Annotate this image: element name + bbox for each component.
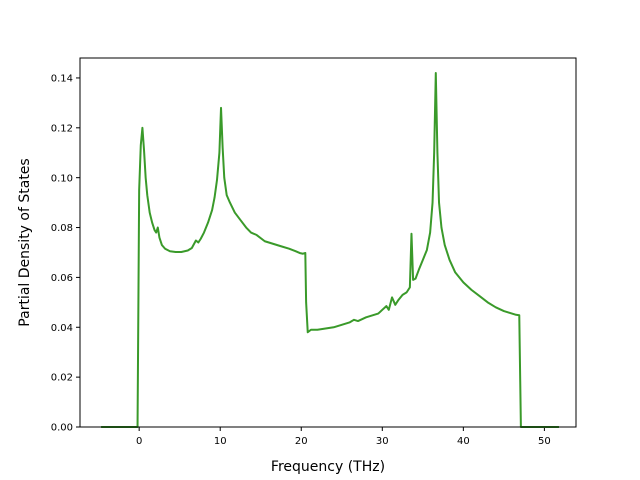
series-line-0 bbox=[101, 71, 559, 428]
x-tick-label: 30 bbox=[376, 436, 389, 447]
x-tick-label: 20 bbox=[295, 436, 308, 447]
y-tick-label: 0.00 bbox=[51, 423, 73, 434]
x-tick-label: 40 bbox=[457, 436, 470, 447]
series-layer bbox=[101, 71, 559, 428]
x-tick-label: 0 bbox=[136, 436, 142, 447]
x-axis-ticks: 0 10 20 30 40 50 bbox=[136, 427, 551, 447]
y-tick-label: 0.14 bbox=[51, 74, 73, 85]
y-tick-label: 0.02 bbox=[51, 373, 73, 384]
y-tick-label: 0.12 bbox=[51, 123, 73, 134]
plot-area-background bbox=[80, 58, 576, 427]
y-tick-label: 0.10 bbox=[51, 173, 73, 184]
y-axis-title: Partial Density of States bbox=[17, 158, 33, 326]
y-tick-label: 0.08 bbox=[51, 223, 73, 234]
x-tick-label: 50 bbox=[538, 436, 551, 447]
x-tick-label: 10 bbox=[214, 436, 227, 447]
y-tick-label: 0.04 bbox=[51, 323, 73, 334]
y-tick-label: 0.06 bbox=[51, 273, 73, 284]
plot-area-frame bbox=[79, 57, 577, 428]
x-axis-title: Frequency (THz) bbox=[271, 459, 385, 475]
y-axis-ticks: 0.00 0.02 0.04 0.06 0.08 0.10 0.12 0.14 bbox=[51, 74, 80, 434]
